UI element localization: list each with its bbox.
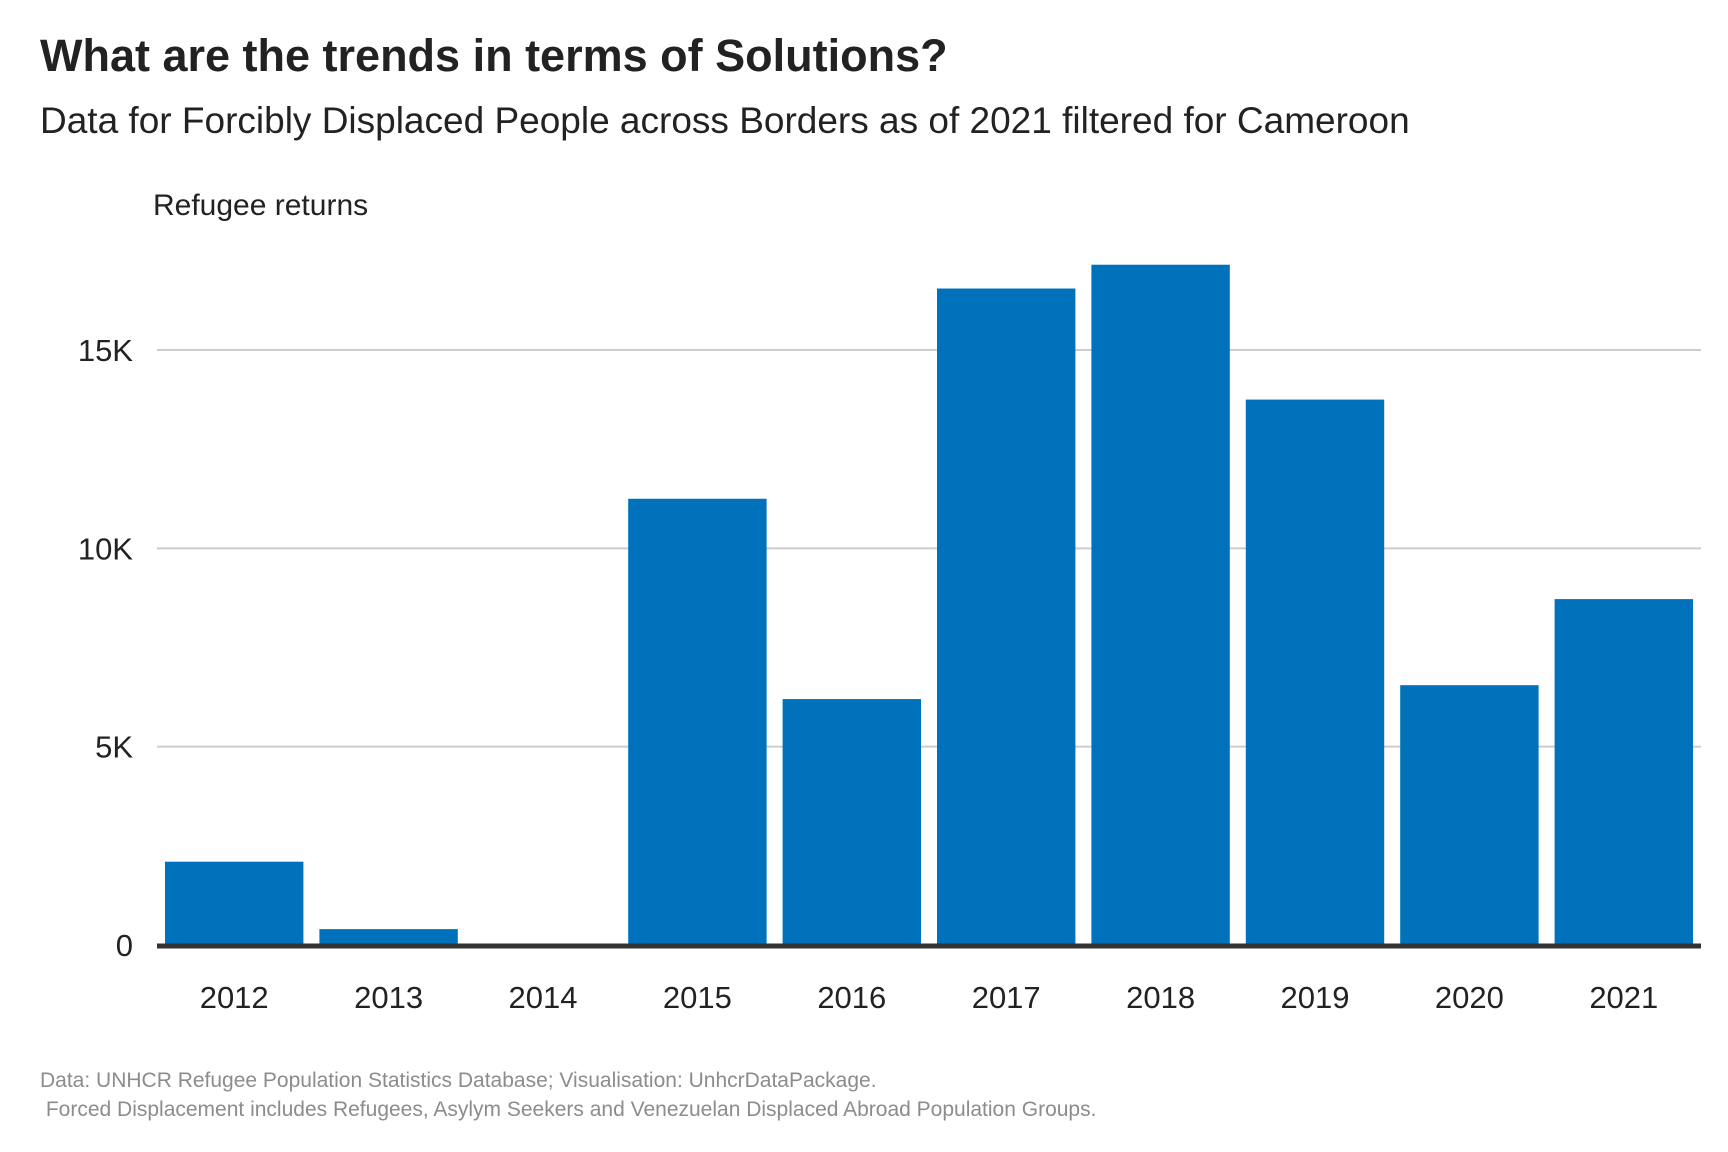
x-tick-label: 2021	[1589, 980, 1658, 1015]
y-tick-label: 15K	[78, 333, 133, 368]
y-axis-title: Refugee returns	[153, 189, 368, 222]
x-tick-label: 2015	[663, 980, 732, 1015]
chart-subtitle: Data for Forcibly Displaced People acros…	[40, 100, 1410, 141]
bar	[1400, 685, 1539, 945]
bar	[1091, 264, 1230, 945]
y-tick-label: 5K	[95, 730, 133, 765]
x-tick-label: 2013	[354, 980, 423, 1015]
x-tick-label: 2017	[972, 980, 1041, 1015]
y-tick-label: 10K	[78, 531, 133, 566]
x-tick-label: 2016	[817, 980, 886, 1015]
x-tick-label: 2019	[1281, 980, 1350, 1015]
y-axis-ticks: 0 5K 10K 15K	[78, 333, 133, 963]
bar	[782, 699, 921, 945]
chart-caption: Data: UNHCR Refugee Population Statistic…	[40, 1066, 1096, 1124]
caption-source: Data: UNHCR Refugee Population Statistic…	[40, 1069, 877, 1092]
x-tick-label: 2012	[200, 980, 269, 1015]
x-tick-label: 2014	[509, 980, 578, 1015]
bar	[937, 288, 1076, 945]
bar	[165, 861, 304, 945]
x-tick-label: 2018	[1126, 980, 1195, 1015]
caption-note: Forced Displacement includes Refugees, A…	[40, 1098, 1097, 1121]
bar	[1554, 599, 1693, 945]
bar	[319, 929, 458, 945]
bars	[165, 264, 1693, 945]
bar	[628, 498, 767, 945]
chart-title: What are the trends in terms of Solution…	[40, 30, 948, 81]
x-axis-ticks: 2012 2013 2014 2015 2016 2017 2018 2019 2020 2021	[200, 980, 1659, 1015]
y-tick-label: 0	[116, 928, 133, 963]
x-tick-label: 2020	[1435, 980, 1504, 1015]
bar	[1245, 399, 1385, 945]
